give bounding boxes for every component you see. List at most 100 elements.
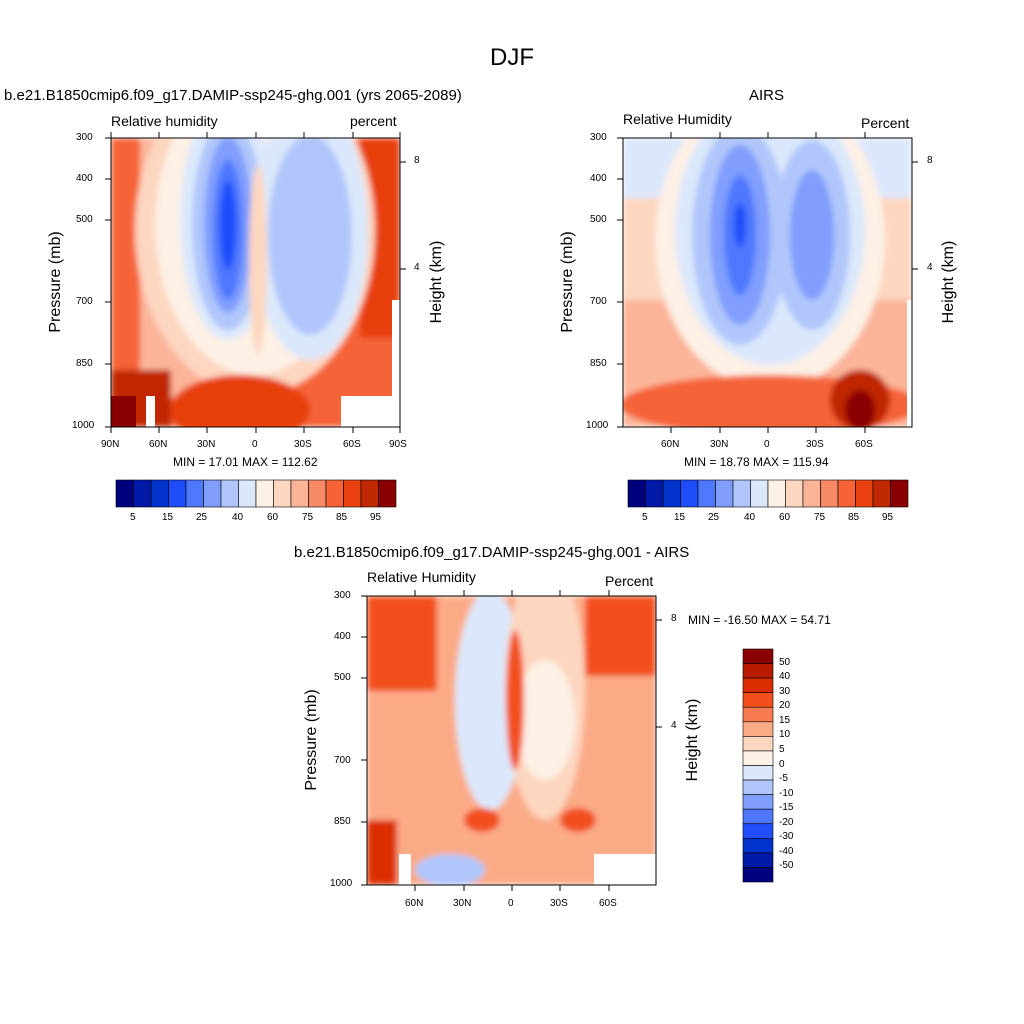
obs-cbar-label-15: 15 xyxy=(674,512,686,523)
obs-cbar-label-85: 85 xyxy=(848,512,860,523)
obs-ytick-400: 400 xyxy=(590,173,607,184)
diff-cbar-label-13: -40 xyxy=(779,845,794,857)
diff-cbar-label-0: 50 xyxy=(779,656,791,668)
obs-y2tick-4: 4 xyxy=(927,262,933,273)
diff-units-label: Percent xyxy=(605,573,654,589)
model-colorbar-box-13 xyxy=(343,479,362,508)
obs-colorbar-box-10 xyxy=(802,479,821,508)
diff-band-nh-lower xyxy=(464,808,500,832)
diff-cbar-label-3: 20 xyxy=(779,700,791,712)
obs-colorbar-box-2 xyxy=(662,479,681,508)
obs-cbar-label-75: 75 xyxy=(814,512,826,523)
obs-colorbar-box-1 xyxy=(645,479,664,508)
diff-colorbar-box-5 xyxy=(742,721,774,737)
model-ytick-700: 700 xyxy=(76,296,93,307)
diff-colorbar-box-9 xyxy=(742,779,774,795)
diff-colorbar-box-4 xyxy=(742,706,774,723)
model-panel-title: b.e21.B1850cmip6.f09_g17.DAMIP-ssp245-gh… xyxy=(4,87,462,104)
model-colorbar-box-15 xyxy=(378,479,397,508)
obs-colorbar-box-3 xyxy=(680,479,699,508)
model-contour-bands xyxy=(111,138,400,427)
obs-units-label: Percent xyxy=(861,115,910,131)
diff-min-max: MIN = -16.50 MAX = 54.71 xyxy=(688,613,831,627)
diff-colorbar-box-13 xyxy=(742,838,774,854)
obs-band-30-s xyxy=(790,170,834,300)
model-cbar-label-15: 15 xyxy=(162,512,174,523)
diff-colorbar-box-14 xyxy=(742,852,774,868)
obs-contour-bands xyxy=(623,138,912,427)
diff-xtick-30N: 30N xyxy=(453,898,472,909)
model-ytick-850: 850 xyxy=(76,358,93,369)
model-contour-field xyxy=(111,138,400,427)
diff-contour-bands xyxy=(367,596,656,885)
diff-ytick-700: 700 xyxy=(334,755,351,766)
diff-band-sh-lower xyxy=(560,808,596,832)
model-ytick-400: 400 xyxy=(76,173,93,184)
diff-cbar-label-1: 40 xyxy=(779,671,791,683)
diff-cbar-label-7: 0 xyxy=(779,758,785,770)
diff-xtick-60N: 60N xyxy=(405,898,424,909)
diff-cbar-label-2: 30 xyxy=(779,685,791,697)
diff-band-nw-high xyxy=(367,596,437,691)
diff-xtick-0: 0 xyxy=(508,898,514,909)
diff-contour-field xyxy=(367,596,656,885)
model-missing-1 xyxy=(146,396,155,427)
diff-y2tick-4: 4 xyxy=(671,720,677,731)
model-colorbar-box-10 xyxy=(290,479,309,508)
diff-variable-label: Relative Humidity xyxy=(367,569,476,585)
obs-colorbar-box-15 xyxy=(890,479,909,508)
model-colorbar-box-5 xyxy=(203,479,222,508)
obs-band-max xyxy=(845,390,875,427)
diff-cbar-label-4: 15 xyxy=(779,714,791,726)
obs-panel-title: AIRS xyxy=(749,87,785,104)
model-ytick-1000: 1000 xyxy=(72,420,95,431)
diff-cbar-label-9: -10 xyxy=(779,787,794,799)
obs-y2tick-8: 8 xyxy=(927,155,933,166)
diff-colorbar-box-2 xyxy=(742,677,774,693)
model-band-20 xyxy=(220,180,236,270)
figure-title: DJF xyxy=(490,44,534,71)
model-min-max: MIN = 17.01 MAX = 112.62 xyxy=(173,455,318,469)
model-band-surface xyxy=(170,375,310,427)
model-colorbar-box-12 xyxy=(325,479,344,508)
model-colorbar-box-3 xyxy=(168,479,187,508)
model-xtick-90S: 90S xyxy=(389,439,407,450)
diff-y2tick-8: 8 xyxy=(671,613,677,624)
model-band-max xyxy=(111,396,136,427)
diff-colorbar-box-11 xyxy=(742,808,774,825)
obs-colorbar-box-6 xyxy=(732,479,751,508)
model-band-equatorial-moist xyxy=(249,165,267,355)
obs-xtick-30S: 30S xyxy=(806,439,824,450)
diff-cbar-label-6: 5 xyxy=(779,743,785,755)
diff-ytick-300: 300 xyxy=(334,590,351,601)
model-xtick-90N: 90N xyxy=(101,439,120,450)
obs-colorbar-box-0 xyxy=(627,479,646,508)
diff-cbar-label-5: 10 xyxy=(779,729,791,741)
obs-colorbar-box-14 xyxy=(872,479,891,508)
diff-colorbar-box-7 xyxy=(742,750,774,766)
diff-missing-2 xyxy=(594,854,656,885)
obs-xtick-0: 0 xyxy=(764,439,770,450)
obs-colorbar-box-9 xyxy=(785,479,804,508)
diff-colorbar-box-3 xyxy=(742,692,774,708)
model-colorbar-box-7 xyxy=(238,479,257,508)
obs-ytick-700: 700 xyxy=(590,296,607,307)
obs-cbar-label-40: 40 xyxy=(744,512,756,523)
obs-cbar-label-95: 95 xyxy=(882,512,894,523)
model-ytick-500: 500 xyxy=(76,214,93,225)
obs-xtick-60S: 60S xyxy=(855,439,873,450)
diff-colorbar-box-15 xyxy=(742,867,774,883)
obs-colorbar-box-4 xyxy=(697,479,716,508)
diff-ytick-400: 400 xyxy=(334,631,351,642)
obs-colorbar-box-13 xyxy=(855,479,874,508)
model-colorbar-box-0 xyxy=(115,479,134,508)
diff-cbar-label-8: -5 xyxy=(779,773,788,785)
diff-colorbar-box-6 xyxy=(742,736,774,752)
model-xtick-60N: 60N xyxy=(149,439,168,450)
obs-cbar-label-5: 5 xyxy=(642,512,648,523)
obs-ytick-1000: 1000 xyxy=(586,420,609,431)
diff-cbar-label-10: -15 xyxy=(779,802,794,814)
diff-panel-title: b.e21.B1850cmip6.f09_g17.DAMIP-ssp245-gh… xyxy=(294,544,690,561)
diff-ytick-500: 500 xyxy=(334,672,351,683)
